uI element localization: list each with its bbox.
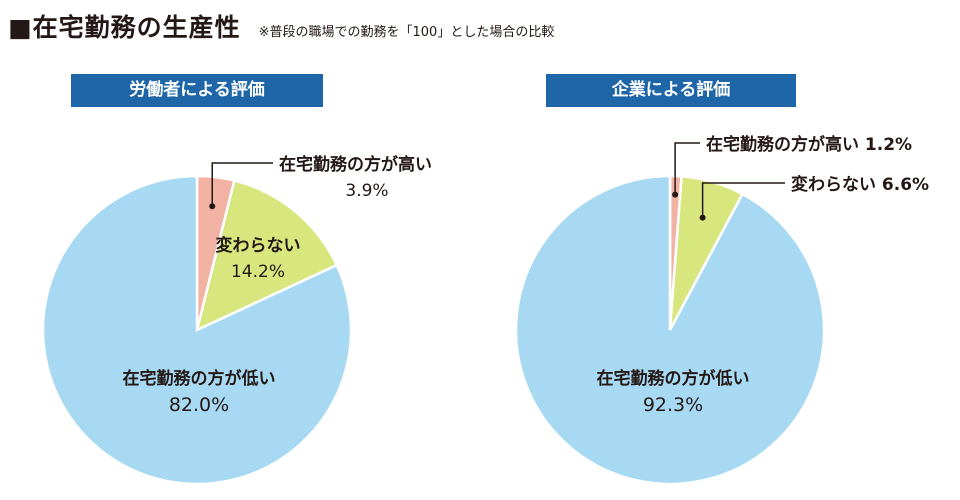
slice-value-lower: 82.0% bbox=[169, 394, 229, 416]
page-title: ■在宅勤務の生産性 bbox=[8, 13, 241, 42]
slice-label-same: 変わらない bbox=[216, 235, 301, 256]
chart-title-companies: 企業による評価 bbox=[546, 74, 796, 107]
pie-slice-same bbox=[195, 179, 339, 333]
leader-line-higher bbox=[211, 162, 273, 207]
slice-label-higher: 在宅勤務の方が高い bbox=[279, 154, 432, 175]
leader-line-same bbox=[701, 182, 785, 218]
pie-slice-lower bbox=[41, 174, 353, 486]
slice-label-lower: 在宅勤務の方が低い bbox=[123, 368, 276, 389]
header: ■在宅勤務の生産性 ※普段の職場での勤務を「100」とした場合の比較 bbox=[8, 8, 554, 44]
page-note: ※普段の職場での勤務を「100」とした場合の比較 bbox=[258, 25, 555, 40]
slice-label-same: 変わらない 6.6% bbox=[791, 174, 929, 195]
slice-value-higher: 3.9% bbox=[345, 181, 388, 201]
chart-title-workers: 労働者による評価 bbox=[71, 74, 323, 107]
slice-label-lower: 在宅勤務の方が低い bbox=[597, 368, 750, 389]
pie-slice-lower bbox=[514, 174, 826, 486]
slice-value-lower: 92.3% bbox=[643, 394, 703, 416]
slice-label-higher: 在宅勤務の方が高い 1.2% bbox=[706, 134, 912, 155]
slice-value-same: 14.2% bbox=[231, 262, 285, 282]
leader-line-higher bbox=[674, 142, 700, 195]
